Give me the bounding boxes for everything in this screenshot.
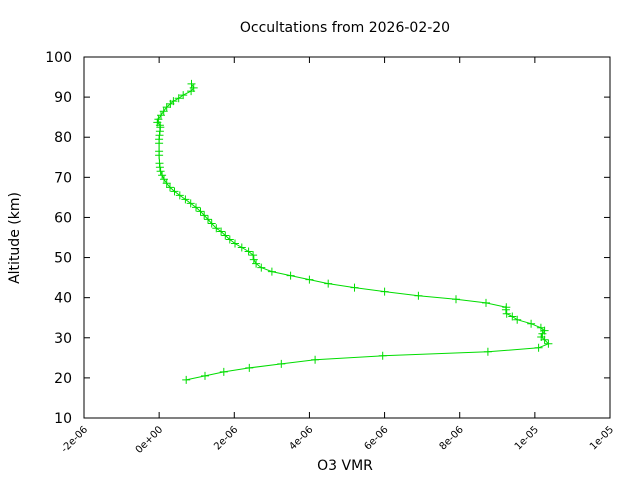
data-point-marker xyxy=(175,191,184,200)
data-point-marker xyxy=(170,187,179,196)
data-point-marker xyxy=(544,339,553,348)
data-point-marker xyxy=(534,343,543,352)
data-point-marker xyxy=(159,107,168,116)
data-point-marker xyxy=(537,333,546,341)
x-tick-label: 6e-06 xyxy=(363,424,391,452)
data-point-marker xyxy=(217,227,226,236)
data-point-marker xyxy=(201,371,209,380)
data-point-marker xyxy=(221,231,230,240)
series-group xyxy=(153,79,553,384)
y-tick-label: 10 xyxy=(54,411,72,427)
y-tick-label: 40 xyxy=(54,291,72,307)
data-point-marker xyxy=(286,271,295,280)
x-tick-label: 8e-06 xyxy=(438,424,466,452)
y-tick-label: 50 xyxy=(54,251,72,267)
data-point-marker xyxy=(179,91,188,100)
data-point-marker xyxy=(502,303,511,312)
data-point-marker xyxy=(166,183,174,192)
data-point-marker xyxy=(257,263,266,272)
data-point-marker xyxy=(207,219,216,228)
data-point-marker xyxy=(452,295,460,304)
data-point-marker xyxy=(508,312,517,321)
y-tick-label: 20 xyxy=(54,371,72,387)
data-point-marker xyxy=(237,243,246,252)
data-point-marker xyxy=(483,347,492,356)
data-point-marker xyxy=(305,275,314,284)
y-tick-label: 60 xyxy=(54,210,72,226)
data-point-marker xyxy=(204,215,212,224)
data-point-marker xyxy=(324,279,333,288)
data-point-marker xyxy=(245,363,254,372)
data-point-marker xyxy=(174,94,183,103)
data-point-marker xyxy=(212,224,221,233)
data-point-marker xyxy=(192,203,200,212)
data-point-marker xyxy=(536,323,545,332)
data-point-marker xyxy=(249,251,258,260)
data-point-marker xyxy=(231,239,239,248)
x-tick-label: 0e+00 xyxy=(134,424,166,456)
x-tick-label: -2e-06 xyxy=(59,424,90,455)
data-point-marker xyxy=(513,315,522,324)
data-point-marker xyxy=(155,147,164,156)
data-point-marker xyxy=(200,211,209,220)
data-point-marker xyxy=(187,79,196,88)
data-point-marker xyxy=(158,171,167,180)
data-point-marker xyxy=(182,375,191,384)
data-point-marker xyxy=(156,167,165,176)
x-axis: -2e-06 0e+00 2e-06 4e-06 6e-06 8e-06 1e-05 1e-0… xyxy=(59,57,616,456)
y-tick-label: 100 xyxy=(45,50,72,66)
data-point-marker xyxy=(181,195,190,204)
data-point-marker xyxy=(160,175,168,184)
data-point-marker xyxy=(169,97,178,106)
x-tick-label: 4e-06 xyxy=(287,424,315,452)
x-tick-label: 2e-06 xyxy=(212,424,240,452)
data-point-marker xyxy=(196,207,205,216)
data-point-marker xyxy=(414,291,423,300)
data-point-marker xyxy=(219,367,228,376)
x-tick-label: 1e-05 xyxy=(588,424,616,452)
data-point-marker xyxy=(153,118,162,127)
data-point-marker xyxy=(311,355,320,364)
data-point-marker xyxy=(186,199,195,208)
data-point-marker xyxy=(378,351,387,360)
x-axis-label: O3 VMR xyxy=(317,458,373,474)
y-tick-label: 90 xyxy=(54,90,72,106)
data-point-marker xyxy=(244,247,253,256)
x-tick-label: 1e-05 xyxy=(513,424,541,452)
data-point-marker xyxy=(162,103,171,112)
data-point-marker xyxy=(155,159,164,168)
y-tick-label: 70 xyxy=(54,170,72,186)
data-point-marker xyxy=(527,319,536,328)
data-point-marker xyxy=(482,298,490,307)
y-axis-label: Altitude (km) xyxy=(7,192,23,284)
y-tick-label: 80 xyxy=(54,130,72,146)
y-tick-label: 30 xyxy=(54,331,72,347)
data-point-marker xyxy=(380,287,389,296)
data-point-marker xyxy=(249,255,258,264)
data-point-marker xyxy=(225,235,234,244)
data-point-marker xyxy=(350,283,359,292)
data-point-marker xyxy=(277,359,286,368)
plot-frame xyxy=(83,56,611,419)
data-point-marker xyxy=(267,267,276,276)
y-axis: 10 20 30 40 50 60 70 80 90 100 xyxy=(45,50,610,427)
chart-title: Occultations from 2026-02-20 xyxy=(240,20,450,36)
